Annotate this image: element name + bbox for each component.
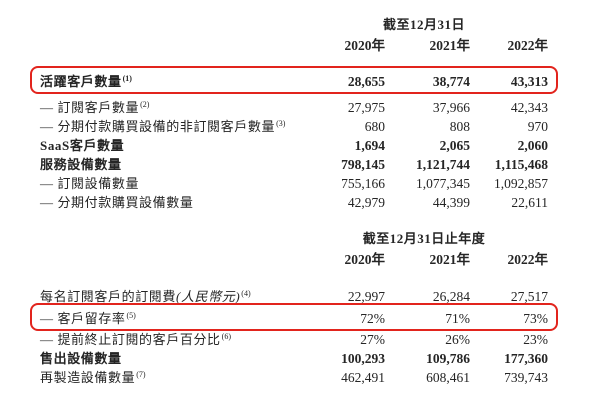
- year-header-row: 2020年 2021年 2022年: [40, 33, 549, 54]
- year-column-header: 2021年: [429, 252, 471, 267]
- row-label: 活躍客戶數量(1): [40, 73, 132, 89]
- footnote-marker: (1): [122, 73, 132, 83]
- customer-metrics-table: 截至12月31日 2020年 2021年 2022年 活躍客戶數量(1) 28,…: [30, 13, 558, 211]
- value-2022: 1,115,468: [494, 157, 548, 172]
- table-row-customer-retention-rate: — 客戶留存率(5) 72% 71% 73%: [30, 303, 558, 331]
- value-2020: 27,975: [347, 100, 385, 115]
- table-row-installment-nonsub-customers: — 分期付款購買設備的非訂閱客戶數量(3) 680 808 970: [40, 116, 548, 135]
- value-2020: 100,293: [341, 351, 385, 366]
- row-label: 每名訂閱客戶的訂閱費(人民幣元)(4): [40, 288, 251, 304]
- row-label: 售出設備數量: [40, 351, 122, 366]
- value-2021: 37,966: [432, 100, 470, 115]
- value-2020: 28,655: [347, 74, 385, 89]
- value-2022: 177,360: [504, 351, 548, 366]
- year-column-header: 2022年: [507, 252, 549, 267]
- row-label: 再製造設備數量(7): [40, 369, 146, 385]
- table-row-subscription-customers: — 訂閱客戶數量(2) 27,975 37,966 42,343: [40, 97, 548, 116]
- table-row-subscription-fee: 每名訂閱客戶的訂閱費(人民幣元)(4) 22,997 26,284 27,517: [40, 286, 548, 305]
- row-label: — 分期付款購買設備數量: [40, 195, 194, 210]
- value-2021: 1,121,744: [416, 157, 470, 172]
- table-row-active-customers: 活躍客戶數量(1) 28,655 38,774 43,313: [30, 66, 558, 94]
- value-2020: 755,166: [341, 176, 385, 191]
- value-2022: 2,060: [517, 138, 548, 153]
- value-2020: 798,145: [341, 157, 385, 172]
- table-row-devices-in-service: 服務設備數量 798,145 1,121,744 1,115,468: [40, 154, 548, 173]
- table-row-subscription-devices: — 訂閱設備數量 755,166 1,077,345 1,092,857: [40, 173, 548, 192]
- row-label: — 訂閱設備數量: [40, 176, 140, 191]
- value-2022: 1,092,857: [494, 176, 548, 191]
- year-column-header: 2022年: [507, 38, 549, 53]
- value-2022: 27,517: [510, 289, 548, 304]
- year-column-header: 2021年: [429, 38, 471, 53]
- value-2020: 42,979: [347, 195, 385, 210]
- row-label: — 分期付款購買設備的非訂閱客戶數量(3): [40, 118, 286, 134]
- value-2022: 22,611: [511, 195, 548, 210]
- value-2020: 1,694: [354, 138, 385, 153]
- row-label-italic: (人民幣元): [176, 289, 241, 304]
- period-header: 截至12月31日止年度: [362, 231, 486, 246]
- table-row-saas-customers: SaaS客戶數量 1,694 2,065 2,060: [40, 135, 548, 154]
- footnote-marker: (2): [140, 99, 150, 109]
- value-2021: 26%: [445, 332, 470, 347]
- period-header-row: 截至12月31日止年度: [40, 227, 548, 247]
- value-2020: 22,997: [347, 289, 385, 304]
- footnote-marker: (4): [241, 288, 251, 298]
- table-row-devices-sold: 售出設備數量 100,293 109,786 177,360: [40, 348, 548, 367]
- value-2021: 26,284: [432, 289, 470, 304]
- footnote-marker: (6): [221, 331, 231, 341]
- value-2022: 73%: [523, 311, 548, 326]
- value-2022: 23%: [523, 332, 548, 347]
- period-header-row: 截至12月31日: [40, 13, 548, 33]
- period-header: 截至12月31日: [382, 17, 465, 32]
- row-label: — 訂閱客戶數量(2): [40, 99, 150, 115]
- value-2022: 739,743: [504, 370, 548, 385]
- row-label: SaaS客戶數量: [40, 138, 125, 153]
- value-2021: 1,077,345: [416, 176, 470, 191]
- footnote-marker: (7): [136, 369, 146, 379]
- footnote-marker: (5): [126, 310, 136, 320]
- year-column-header: 2020年: [344, 252, 386, 267]
- financial-metrics-document: 截至12月31日 2020年 2021年 2022年 活躍客戶數量(1) 28,…: [30, 0, 558, 386]
- value-2021: 109,786: [426, 351, 470, 366]
- value-2021: 808: [449, 119, 470, 134]
- footnote-marker: (3): [276, 118, 286, 128]
- row-label: 服務設備數量: [40, 157, 122, 172]
- value-2021: 44,399: [432, 195, 470, 210]
- value-2021: 71%: [445, 311, 470, 326]
- row-label: — 提前終止訂閱的客戶百分比(6): [40, 331, 231, 347]
- value-2021: 2,065: [439, 138, 470, 153]
- row-label: — 客戶留存率(5): [40, 310, 136, 326]
- value-2022: 970: [527, 119, 548, 134]
- table-row-installment-devices: — 分期付款購買設備數量 42,979 44,399 22,611: [40, 192, 548, 211]
- year-header-row: 2020年 2021年 2022年: [40, 247, 549, 268]
- value-2021: 38,774: [432, 74, 470, 89]
- value-2020: 462,491: [341, 370, 385, 385]
- value-2022: 42,343: [510, 100, 548, 115]
- value-2020: 680: [364, 119, 385, 134]
- year-column-header: 2020年: [344, 38, 386, 53]
- value-2020: 72%: [360, 311, 385, 326]
- subscription-metrics-table: 截至12月31日止年度 2020年 2021年 2022年 每名訂閱客戶的訂閱費…: [30, 227, 558, 386]
- value-2020: 27%: [360, 332, 385, 347]
- table-row-remanufactured-devices: 再製造設備數量(7) 462,491 608,461 739,743: [40, 367, 548, 386]
- value-2021: 608,461: [426, 370, 470, 385]
- value-2022: 43,313: [510, 74, 548, 89]
- table-row-early-termination-pct: — 提前終止訂閱的客戶百分比(6) 27% 26% 23%: [40, 329, 548, 348]
